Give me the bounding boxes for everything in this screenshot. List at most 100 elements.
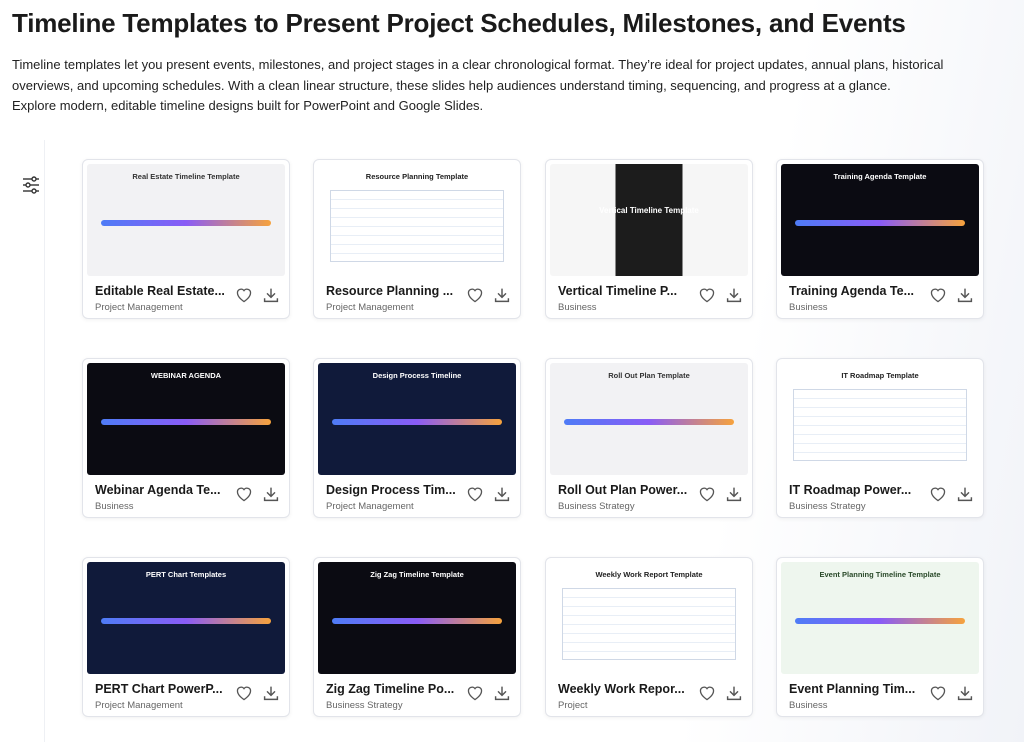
card-category: Project Management xyxy=(326,501,414,512)
thumbnail[interactable]: Weekly Work Report Template xyxy=(550,562,748,674)
thumbnail-title: Training Agenda Template xyxy=(833,172,927,181)
template-card[interactable]: Roll Out Plan Template Roll Out Plan Powe… xyxy=(545,358,753,518)
template-card[interactable]: Vertical Timeline Template Vertical Timel… xyxy=(545,159,753,319)
template-card[interactable]: WEBINAR AGENDA Webinar Agenda Te... Busine… xyxy=(82,358,290,518)
like-button[interactable] xyxy=(235,685,253,706)
download-button[interactable] xyxy=(263,287,279,308)
like-button[interactable] xyxy=(698,685,716,706)
description-line: Explore modern, editable timeline design… xyxy=(12,98,484,113)
thumbnail[interactable]: IT Roadmap Template xyxy=(781,363,979,475)
template-card[interactable]: Event Planning Timeline Template Event Pl… xyxy=(776,557,984,717)
thumbnail[interactable]: Resource Planning Template xyxy=(318,164,516,276)
thumbnail[interactable]: Event Planning Timeline Template xyxy=(781,562,979,674)
page-title: Timeline Templates to Present Project Sc… xyxy=(12,8,906,38)
download-button[interactable] xyxy=(263,685,279,706)
card-category: Business xyxy=(789,302,828,313)
template-card[interactable]: IT Roadmap Template IT Roadmap Power... Bu… xyxy=(776,358,984,518)
like-button[interactable] xyxy=(698,287,716,308)
card-title[interactable]: Zig Zag Timeline Po... xyxy=(326,682,455,696)
card-title[interactable]: Vertical Timeline P... xyxy=(558,284,678,298)
card-title[interactable]: IT Roadmap Power... xyxy=(789,483,912,497)
card-category: Business Strategy xyxy=(789,501,866,512)
download-button[interactable] xyxy=(957,685,973,706)
thumbnail-title: Resource Planning Template xyxy=(365,172,469,181)
thumb-table xyxy=(793,389,967,461)
filter-button[interactable] xyxy=(22,176,40,194)
divider xyxy=(44,140,45,742)
thumb-graphic xyxy=(332,618,502,624)
thumbnail-title: WEBINAR AGENDA xyxy=(150,371,222,380)
thumbnail[interactable]: Design Process Timeline xyxy=(318,363,516,475)
thumbnail-title: Event Planning Timeline Template xyxy=(819,570,941,579)
card-category: Business Strategy xyxy=(558,501,635,512)
card-category: Project Management xyxy=(326,302,414,313)
download-button[interactable] xyxy=(494,287,510,308)
thumbnail-title: Zig Zag Timeline Template xyxy=(370,570,464,579)
card-category: Project xyxy=(558,700,588,711)
like-button[interactable] xyxy=(466,486,484,507)
download-button[interactable] xyxy=(263,486,279,507)
template-card[interactable]: PERT Chart Templates PERT Chart PowerP...… xyxy=(82,557,290,717)
card-title[interactable]: Resource Planning ... xyxy=(326,284,454,298)
description: Timeline templates let you present event… xyxy=(12,55,1002,117)
card-title[interactable]: Training Agenda Te... xyxy=(789,284,915,298)
thumb-graphic xyxy=(101,220,271,226)
download-button[interactable] xyxy=(726,685,742,706)
download-button[interactable] xyxy=(957,486,973,507)
like-button[interactable] xyxy=(466,685,484,706)
template-card[interactable]: Training Agenda Template Training Agenda … xyxy=(776,159,984,319)
card-title[interactable]: PERT Chart PowerP... xyxy=(95,682,223,696)
thumbnail[interactable]: WEBINAR AGENDA xyxy=(87,363,285,475)
thumbnail-title: Design Process Timeline xyxy=(372,371,462,380)
thumbnail-title: Vertical Timeline Template xyxy=(599,206,699,215)
thumbnail[interactable]: Roll Out Plan Template xyxy=(550,363,748,475)
download-button[interactable] xyxy=(726,486,742,507)
like-button[interactable] xyxy=(698,486,716,507)
like-button[interactable] xyxy=(929,486,947,507)
like-button[interactable] xyxy=(929,287,947,308)
card-category: Business xyxy=(558,302,597,313)
card-title[interactable]: Roll Out Plan Power... xyxy=(558,483,688,497)
card-title[interactable]: Design Process Tim... xyxy=(326,483,456,497)
card-category: Business Strategy xyxy=(326,700,403,711)
download-button[interactable] xyxy=(494,486,510,507)
thumbnail[interactable]: PERT Chart Templates xyxy=(87,562,285,674)
template-card[interactable]: Zig Zag Timeline Template Zig Zag Timelin… xyxy=(313,557,521,717)
thumbnail[interactable]: Vertical Timeline Template xyxy=(550,164,748,276)
like-button[interactable] xyxy=(235,486,253,507)
download-button[interactable] xyxy=(957,287,973,308)
thumb-graphic xyxy=(795,220,965,226)
thumb-graphic xyxy=(101,419,271,425)
card-category: Project Management xyxy=(95,302,183,313)
card-category: Business xyxy=(789,700,828,711)
like-button[interactable] xyxy=(929,685,947,706)
like-button[interactable] xyxy=(235,287,253,308)
template-card[interactable]: Weekly Work Report Template Weekly Work R… xyxy=(545,557,753,717)
card-title[interactable]: Editable Real Estate... xyxy=(95,284,225,298)
card-title[interactable]: Webinar Agenda Te... xyxy=(95,483,221,497)
thumbnail[interactable]: Real Estate Timeline Template xyxy=(87,164,285,276)
thumb-graphic xyxy=(795,618,965,624)
thumb-graphic xyxy=(332,419,502,425)
thumb-table xyxy=(562,588,736,660)
card-title[interactable]: Weekly Work Repor... xyxy=(558,682,685,696)
thumbnail-title: IT Roadmap Template xyxy=(841,371,919,380)
thumb-graphic xyxy=(101,618,271,624)
card-title[interactable]: Event Planning Tim... xyxy=(789,682,916,696)
like-button[interactable] xyxy=(466,287,484,308)
thumbnail-title: Roll Out Plan Template xyxy=(608,371,690,380)
thumb-table xyxy=(330,190,504,262)
thumbnail-title: Weekly Work Report Template xyxy=(595,570,703,579)
card-category: Project Management xyxy=(95,700,183,711)
download-button[interactable] xyxy=(726,287,742,308)
template-card[interactable]: Real Estate Timeline Template Editable Re… xyxy=(82,159,290,319)
template-card[interactable]: Resource Planning Template Resource Plann… xyxy=(313,159,521,319)
thumbnail-title: Real Estate Timeline Template xyxy=(132,172,240,181)
thumbnail[interactable]: Training Agenda Template xyxy=(781,164,979,276)
description-line: Timeline templates let you present event… xyxy=(12,57,944,93)
download-button[interactable] xyxy=(494,685,510,706)
thumbnail[interactable]: Zig Zag Timeline Template xyxy=(318,562,516,674)
thumb-graphic xyxy=(564,419,734,425)
thumbnail-title: PERT Chart Templates xyxy=(145,570,227,579)
template-card[interactable]: Design Process Timeline Design Process Ti… xyxy=(313,358,521,518)
